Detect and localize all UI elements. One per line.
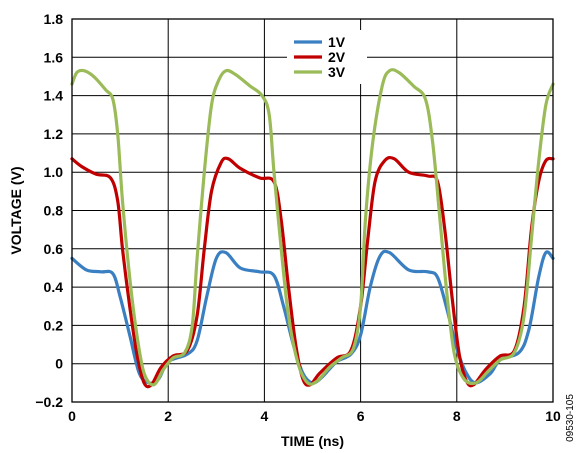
y-tick-label: 1.6 (44, 49, 64, 65)
x-tick-label: 10 (545, 408, 561, 424)
y-tick-label: 0.8 (44, 203, 64, 219)
y-axis-title: VOLTAGE (V) (8, 166, 24, 254)
y-tick-label: 0.4 (44, 279, 64, 295)
x-axis-title: TIME (ns) (281, 433, 344, 449)
series-line-2v (70, 155, 555, 389)
y-tick-label: 1.8 (44, 11, 64, 27)
legend-label: 2V (328, 49, 346, 65)
plot-border (71, 18, 554, 403)
x-tick-label: 0 (68, 408, 76, 424)
x-tick-label: 4 (261, 408, 269, 424)
y-tick-label: 1.4 (44, 88, 64, 104)
y-tick-label: 1.0 (44, 164, 64, 180)
legend-label: 3V (328, 64, 346, 80)
x-tick-label: 6 (357, 408, 365, 424)
figure-id: 09530-105 (565, 394, 576, 442)
y-tick-labels: 1.8 1.6 1.4 1.2 1.0 0.8 0.6 0.4 0.2 0 −0.2 (35, 11, 63, 410)
legend-label: 1V (328, 34, 346, 50)
y-tick-label: 0.2 (44, 317, 64, 333)
x-tick-labels: 0 2 4 6 8 10 (68, 408, 561, 424)
x-tick-label: 2 (164, 408, 172, 424)
series-line-3v (70, 68, 555, 387)
y-tick-label: 0.6 (44, 241, 64, 257)
y-tick-label: −0.2 (35, 394, 63, 410)
x-tick-label: 8 (453, 408, 461, 424)
y-tick-label: 0 (55, 356, 63, 372)
y-tick-label: 1.2 (44, 126, 64, 142)
series-lines (70, 68, 555, 389)
